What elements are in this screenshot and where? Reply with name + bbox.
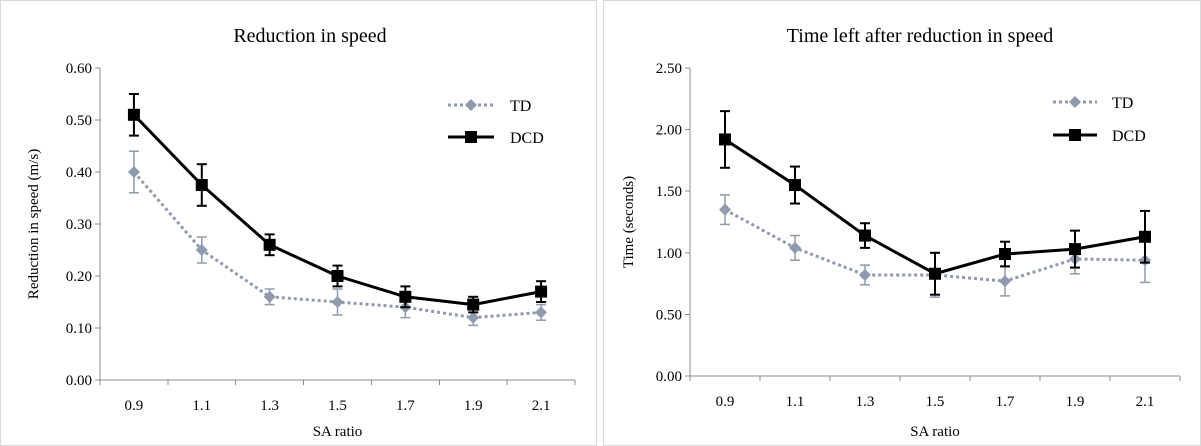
y-axis-label: Reduction in speed (m/s) <box>26 149 42 299</box>
legend-entry-td: TD <box>1053 95 1133 112</box>
chart-panel-1: Reduction in speed 0.00 0.10 0.20 0.30 0.40 0.… <box>0 0 597 446</box>
data-point-square <box>535 285 548 298</box>
data-point-diamond <box>789 241 801 254</box>
x-tick-label: 2.1 <box>1136 394 1155 410</box>
data-point-square <box>719 133 731 146</box>
data-point-diamond <box>535 306 548 319</box>
legend-entry-td: TD <box>448 98 531 115</box>
y-tick-label: 1.00 <box>656 246 682 262</box>
chart-title: Reduction in speed <box>233 25 386 47</box>
legend-marker <box>1069 96 1081 108</box>
x-tick-label: 1.1 <box>192 398 211 414</box>
x-axis-label: SA ratio <box>910 424 960 440</box>
data-point-square <box>127 108 140 121</box>
y-tick-label: 0.30 <box>66 217 92 233</box>
x-tick-label: 1.5 <box>926 394 945 410</box>
x-tick-label: 0.9 <box>716 394 735 410</box>
legend-label: TD <box>510 98 531 115</box>
legend-entry-dcd: DCD <box>1053 128 1146 145</box>
data-point-square <box>467 298 480 311</box>
series-dcd <box>719 110 1151 296</box>
y-tick-label: 0.50 <box>66 113 92 129</box>
x-tick-label: 0.9 <box>125 398 144 414</box>
legend-marker <box>465 131 477 143</box>
legend-marker <box>465 99 477 111</box>
x-tick-label: 1.7 <box>996 394 1015 410</box>
data-point-diamond <box>999 275 1011 288</box>
legend-marker <box>1069 129 1081 141</box>
data-point-diamond <box>467 311 480 324</box>
legend-label: TD <box>1112 95 1133 112</box>
data-point-square <box>999 248 1011 261</box>
data-point-square <box>195 179 208 191</box>
y-tick-label: 0.40 <box>66 165 92 181</box>
x-tick-label: 2.1 <box>532 398 551 414</box>
y-tick-label: 0.20 <box>66 269 92 285</box>
x-tick-label: 1.9 <box>1066 394 1085 410</box>
legend-entry-dcd: DCD <box>448 130 544 147</box>
legend-label: DCD <box>1112 128 1146 145</box>
data-point-diamond <box>195 244 208 256</box>
x-tick-label: 1.9 <box>464 398 483 414</box>
data-point-square <box>789 179 801 192</box>
data-point-square <box>1069 243 1081 256</box>
data-point-square <box>263 238 276 251</box>
y-axis-label: Time (seconds) <box>621 176 637 268</box>
x-axis-label: SA ratio <box>313 424 363 440</box>
x-tick-label: 1.5 <box>328 398 347 414</box>
data-point-diamond <box>263 290 276 303</box>
y-tick-label: 0.10 <box>66 321 92 337</box>
x-tick-label: 1.1 <box>786 394 805 410</box>
series-dcd <box>127 93 548 314</box>
chart-border <box>603 0 1201 446</box>
chart-title: Time left after reduction in speed <box>787 25 1053 47</box>
y-tick-label: 2.50 <box>656 61 682 77</box>
data-point-diamond <box>331 296 344 308</box>
data-point-diamond <box>127 166 140 178</box>
x-tick-label: 1.7 <box>396 398 415 414</box>
y-tick-label: 0.50 <box>656 307 682 323</box>
data-point-square <box>929 267 941 280</box>
data-point-square <box>859 229 871 242</box>
chart-panel-2: Time left after reduction in speed 0.00 0.… <box>603 0 1201 446</box>
y-tick-label: 2.00 <box>656 123 682 139</box>
data-point-square <box>1139 230 1151 243</box>
data-point-diamond <box>719 203 731 216</box>
y-tick-label: 1.50 <box>656 184 682 200</box>
x-tick-label: 1.3 <box>260 398 279 414</box>
data-point-diamond <box>859 268 871 281</box>
y-tick-label: 0.00 <box>66 373 92 389</box>
legend-label: DCD <box>510 130 544 147</box>
data-point-square <box>399 290 412 303</box>
data-point-square <box>331 270 344 282</box>
y-tick-label: 0.00 <box>656 369 682 385</box>
y-tick-label: 0.60 <box>66 61 92 77</box>
x-tick-label: 1.3 <box>856 394 875 410</box>
